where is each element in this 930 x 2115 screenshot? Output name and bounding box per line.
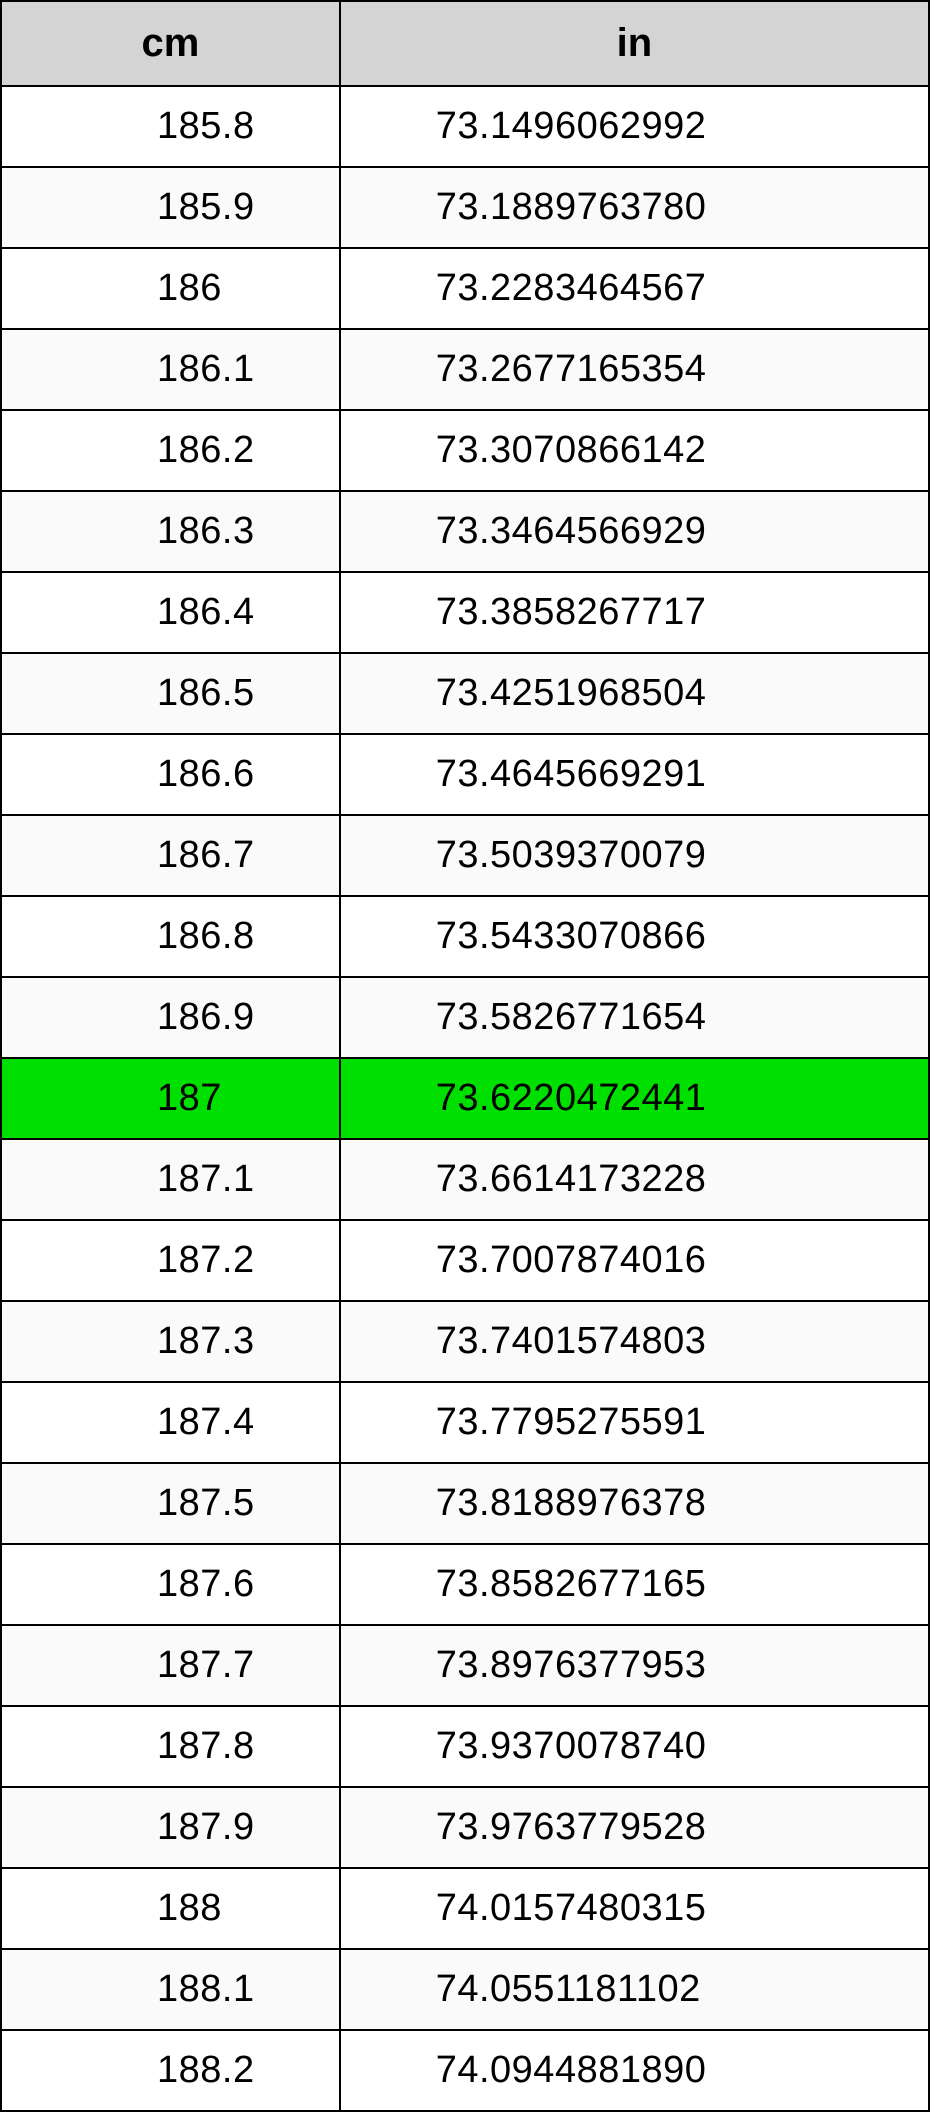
cell-cm: 188	[1, 1868, 340, 1949]
cell-cm: 187.3	[1, 1301, 340, 1382]
cell-in: 73.9763779528	[340, 1787, 929, 1868]
cell-cm: 185.9	[1, 167, 340, 248]
cell-cm: 188.1	[1, 1949, 340, 2030]
cell-in: 73.7795275591	[340, 1382, 929, 1463]
cell-in: 73.2677165354	[340, 329, 929, 410]
cell-in: 73.2283464567	[340, 248, 929, 329]
table-row: 18673.2283464567	[1, 248, 929, 329]
cell-in: 73.3858267717	[340, 572, 929, 653]
cell-cm: 187.1	[1, 1139, 340, 1220]
table-row: 186.273.3070866142	[1, 410, 929, 491]
cell-cm: 186.2	[1, 410, 340, 491]
table-row: 187.873.9370078740	[1, 1706, 929, 1787]
cell-cm: 187	[1, 1058, 340, 1139]
cell-in: 73.3070866142	[340, 410, 929, 491]
conversion-table: cm in 185.873.1496062992185.973.18897637…	[0, 0, 930, 2112]
cell-in: 73.5433070866	[340, 896, 929, 977]
cell-in: 73.5826771654	[340, 977, 929, 1058]
cell-in: 73.4251968504	[340, 653, 929, 734]
table-row: 187.673.8582677165	[1, 1544, 929, 1625]
cell-cm: 186.1	[1, 329, 340, 410]
table-row: 187.973.9763779528	[1, 1787, 929, 1868]
cell-in: 74.0944881890	[340, 2030, 929, 2111]
table-row: 186.973.5826771654	[1, 977, 929, 1058]
cell-cm: 187.4	[1, 1382, 340, 1463]
table-row: 186.473.3858267717	[1, 572, 929, 653]
cell-in: 73.8976377953	[340, 1625, 929, 1706]
cell-cm: 186	[1, 248, 340, 329]
cell-cm: 186.3	[1, 491, 340, 572]
col-header-in: in	[340, 1, 929, 86]
table-row: 186.673.4645669291	[1, 734, 929, 815]
cell-in: 73.4645669291	[340, 734, 929, 815]
cell-cm: 186.6	[1, 734, 340, 815]
table-row: 187.773.8976377953	[1, 1625, 929, 1706]
cell-cm: 186.7	[1, 815, 340, 896]
table-row: 186.373.3464566929	[1, 491, 929, 572]
cell-in: 73.5039370079	[340, 815, 929, 896]
cell-cm: 187.2	[1, 1220, 340, 1301]
table-row: 185.873.1496062992	[1, 86, 929, 167]
cell-cm: 187.5	[1, 1463, 340, 1544]
cell-cm: 186.5	[1, 653, 340, 734]
table-row: 18874.0157480315	[1, 1868, 929, 1949]
cell-in: 74.0157480315	[340, 1868, 929, 1949]
cell-cm: 187.6	[1, 1544, 340, 1625]
cell-cm: 188.2	[1, 2030, 340, 2111]
cell-cm: 187.9	[1, 1787, 340, 1868]
col-header-cm: cm	[1, 1, 340, 86]
cell-in: 73.1889763780	[340, 167, 929, 248]
table-header-row: cm in	[1, 1, 929, 86]
cell-in: 73.8582677165	[340, 1544, 929, 1625]
table-row: 187.273.7007874016	[1, 1220, 929, 1301]
cell-in: 73.7401574803	[340, 1301, 929, 1382]
cell-cm: 186.8	[1, 896, 340, 977]
table-row: 186.773.5039370079	[1, 815, 929, 896]
table-row: 188.174.0551181102	[1, 1949, 929, 2030]
table-row: 187.573.8188976378	[1, 1463, 929, 1544]
table-row: 185.973.1889763780	[1, 167, 929, 248]
cell-in: 73.7007874016	[340, 1220, 929, 1301]
cell-cm: 187.7	[1, 1625, 340, 1706]
table-row: 18773.6220472441	[1, 1058, 929, 1139]
table-body: 185.873.1496062992185.973.18897637801867…	[1, 86, 929, 2111]
table-row: 186.173.2677165354	[1, 329, 929, 410]
cell-cm: 186.4	[1, 572, 340, 653]
cell-in: 73.1496062992	[340, 86, 929, 167]
table-row: 186.573.4251968504	[1, 653, 929, 734]
table-row: 186.873.5433070866	[1, 896, 929, 977]
table-row: 188.274.0944881890	[1, 2030, 929, 2111]
cell-in: 74.0551181102	[340, 1949, 929, 2030]
cell-in: 73.9370078740	[340, 1706, 929, 1787]
table-row: 187.473.7795275591	[1, 1382, 929, 1463]
cell-in: 73.6614173228	[340, 1139, 929, 1220]
cell-in: 73.3464566929	[340, 491, 929, 572]
cell-in: 73.6220472441	[340, 1058, 929, 1139]
cell-cm: 185.8	[1, 86, 340, 167]
cell-in: 73.8188976378	[340, 1463, 929, 1544]
cell-cm: 187.8	[1, 1706, 340, 1787]
table-row: 187.373.7401574803	[1, 1301, 929, 1382]
table-row: 187.173.6614173228	[1, 1139, 929, 1220]
cell-cm: 186.9	[1, 977, 340, 1058]
